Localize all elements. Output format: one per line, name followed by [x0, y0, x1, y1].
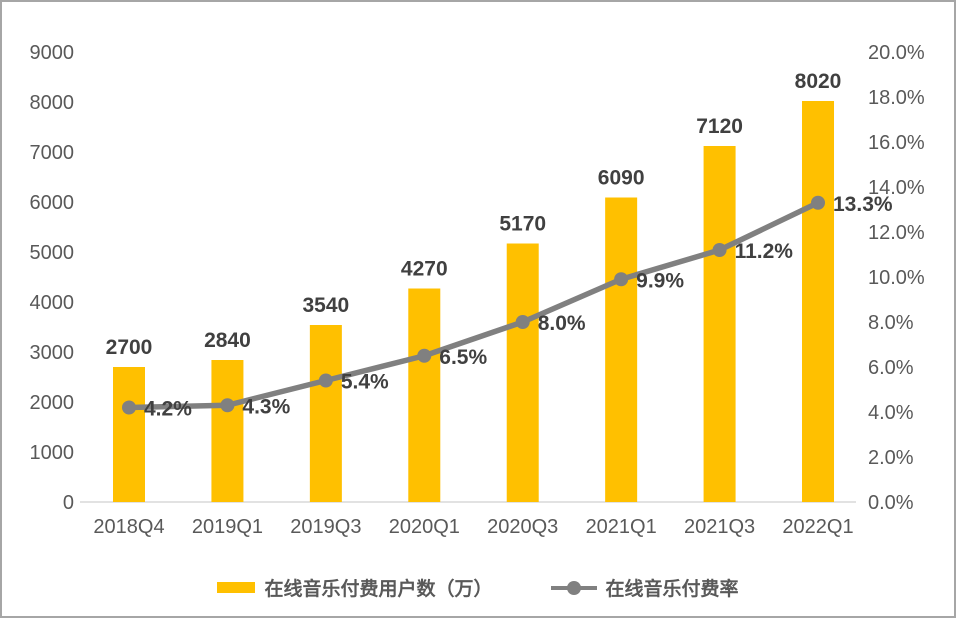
left-axis-tick: 1000	[30, 442, 75, 464]
right-axis-tick: 0.0%	[868, 492, 914, 514]
bar-2021Q1	[605, 197, 638, 502]
combo-chart: 9000 8000 7000 6000 5000 4000 3000 2000 1000 0 20.…	[30, 42, 925, 538]
legend-label-line-series: 在线音乐付费率	[605, 579, 739, 600]
left-axis-tick: 5000	[30, 242, 75, 264]
x-axis-label-2020Q3: 2020Q3	[487, 516, 558, 538]
line-marker-2020Q1	[417, 348, 432, 363]
line-value-label: 13.3%	[833, 193, 893, 216]
left-axis-tick: 3000	[30, 342, 75, 364]
right-axis-tick: 8.0%	[868, 312, 914, 334]
line-value-label: 8.0%	[538, 312, 586, 335]
left-axis-tick: 9000	[30, 42, 75, 64]
bar-2021Q3	[703, 146, 736, 502]
right-axis-tick: 12.0%	[868, 222, 925, 244]
legend-label-bar-series: 在线音乐付费用户数（万）	[264, 579, 493, 600]
line-marker-2020Q3	[515, 315, 530, 329]
left-axis-tick: 2000	[30, 392, 75, 414]
bar-2020Q3	[506, 243, 539, 502]
line-value-label: 4.2%	[144, 398, 192, 421]
x-axis-label-2018Q4: 2018Q4	[93, 516, 164, 538]
line-value-label: 9.9%	[636, 269, 684, 292]
line-marker-2021Q3	[712, 243, 727, 257]
x-axis-label-2021Q1: 2021Q1	[586, 516, 657, 538]
right-axis-tick: 6.0%	[868, 357, 914, 379]
line-marker-2021Q1	[614, 272, 629, 287]
line-marker-2019Q3	[318, 373, 333, 388]
legend: 在线音乐付费用户数（万） 在线音乐付费率	[2, 574, 954, 601]
x-axis-label-2019Q3: 2019Q3	[290, 516, 361, 538]
left-axis-tick: 8000	[30, 92, 75, 114]
right-axis-tick: 18.0%	[868, 87, 925, 109]
bar-value-label: 2700	[106, 336, 153, 359]
bar-value-label: 6090	[598, 167, 645, 190]
bar-2019Q1	[211, 360, 244, 502]
bar-value-label: 7120	[696, 115, 743, 138]
legend-item-line-series: 在线音乐付费率	[550, 574, 739, 601]
right-axis-tick: 20.0%	[868, 42, 925, 64]
right-axis-tick: 16.0%	[868, 132, 925, 154]
line-marker-2022Q1	[811, 195, 826, 210]
x-axis-label-2020Q1: 2020Q1	[389, 516, 460, 538]
left-axis-tick: 0	[63, 492, 74, 514]
bar-2022Q1	[802, 101, 835, 502]
line-swatch-marker	[566, 580, 581, 595]
line-value-label: 11.2%	[735, 240, 794, 263]
bar-value-label: 4270	[401, 258, 448, 281]
line-swatch-icon	[550, 580, 597, 595]
bar-value-label: 5170	[499, 213, 546, 236]
bar-value-label: 8020	[795, 70, 842, 93]
line-marker-2019Q1	[220, 398, 235, 413]
bar-2019Q3	[309, 325, 342, 502]
bar-value-label: 3540	[303, 294, 350, 317]
line-value-label: 6.5%	[439, 346, 487, 369]
line-value-label: 4.3%	[242, 395, 290, 418]
bar-2020Q1	[408, 288, 441, 502]
line-value-label: 5.4%	[341, 371, 389, 394]
left-axis-tick: 7000	[30, 142, 75, 164]
right-axis-tick: 4.0%	[868, 402, 914, 424]
left-axis-tick: 4000	[30, 292, 75, 314]
right-axis-tick: 2.0%	[868, 447, 914, 469]
bar-2018Q4	[113, 367, 145, 502]
x-axis-label-2022Q1: 2022Q1	[782, 516, 853, 538]
x-axis-label-2021Q3: 2021Q3	[684, 516, 755, 538]
rate-line	[126, 200, 821, 411]
legend-item-bar-series: 在线音乐付费用户数（万）	[217, 574, 493, 601]
right-axis-tick: 10.0%	[868, 267, 925, 289]
x-axis-label-2019Q1: 2019Q1	[192, 516, 263, 538]
left-axis-tick: 6000	[30, 192, 75, 214]
bar-value-label: 2840	[204, 329, 251, 352]
bar-swatch-icon	[217, 582, 256, 593]
line-marker-2018Q4	[122, 400, 136, 415]
right-axis-tick: 14.0%	[868, 177, 925, 199]
